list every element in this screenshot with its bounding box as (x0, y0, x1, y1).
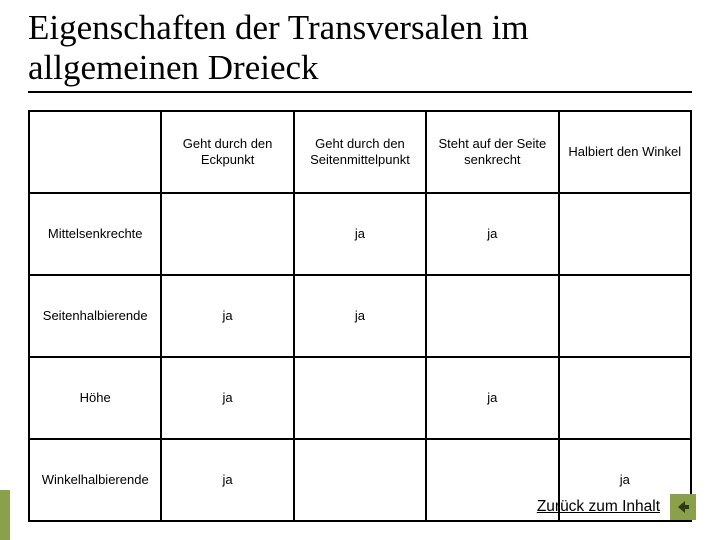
back-to-contents-link[interactable]: Zurück zum Inhalt (537, 498, 660, 516)
arrow-left-icon (674, 498, 692, 516)
back-to-contents-button[interactable] (670, 494, 696, 520)
col-header-senkrecht: Steht auf der Seite senkrecht (426, 111, 558, 193)
table-header-row: Geht durch den Eckpunkt Geht durch den S… (29, 111, 691, 193)
col-header-empty (29, 111, 161, 193)
table-row: Mittel­senkrechte ja ja (29, 193, 691, 275)
cell: ja (426, 193, 558, 275)
row-label-winkelhalbierende: Winkel­halbierende (29, 439, 161, 521)
cell (294, 357, 426, 439)
col-header-winkel: Halbiert den Winkel (559, 111, 691, 193)
cell: ja (161, 357, 293, 439)
cell: ja (426, 357, 558, 439)
cell (559, 275, 691, 357)
col-header-seitenmittelpunkt: Geht durch den Seitenmittel­punkt (294, 111, 426, 193)
properties-table: Geht durch den Eckpunkt Geht durch den S… (28, 110, 692, 522)
col-header-eckpunkt: Geht durch den Eckpunkt (161, 111, 293, 193)
accent-bar (0, 490, 10, 540)
cell: ja (294, 275, 426, 357)
cell: ja (294, 193, 426, 275)
cell: ja (161, 275, 293, 357)
cell (559, 357, 691, 439)
cell (426, 275, 558, 357)
row-label-seitenhalbierende: Seiten­halbierende (29, 275, 161, 357)
table-row: Höhe ja ja (29, 357, 691, 439)
row-label-mittelsenkrechte: Mittel­senkrechte (29, 193, 161, 275)
slide: Eigenschaften der Transversalen im allge… (0, 0, 720, 540)
cell (294, 439, 426, 521)
cell (559, 193, 691, 275)
page-title: Eigenschaften der Transversalen im allge… (28, 8, 692, 93)
row-label-hoehe: Höhe (29, 357, 161, 439)
cell (161, 193, 293, 275)
table-row: Seiten­halbierende ja ja (29, 275, 691, 357)
cell: ja (161, 439, 293, 521)
